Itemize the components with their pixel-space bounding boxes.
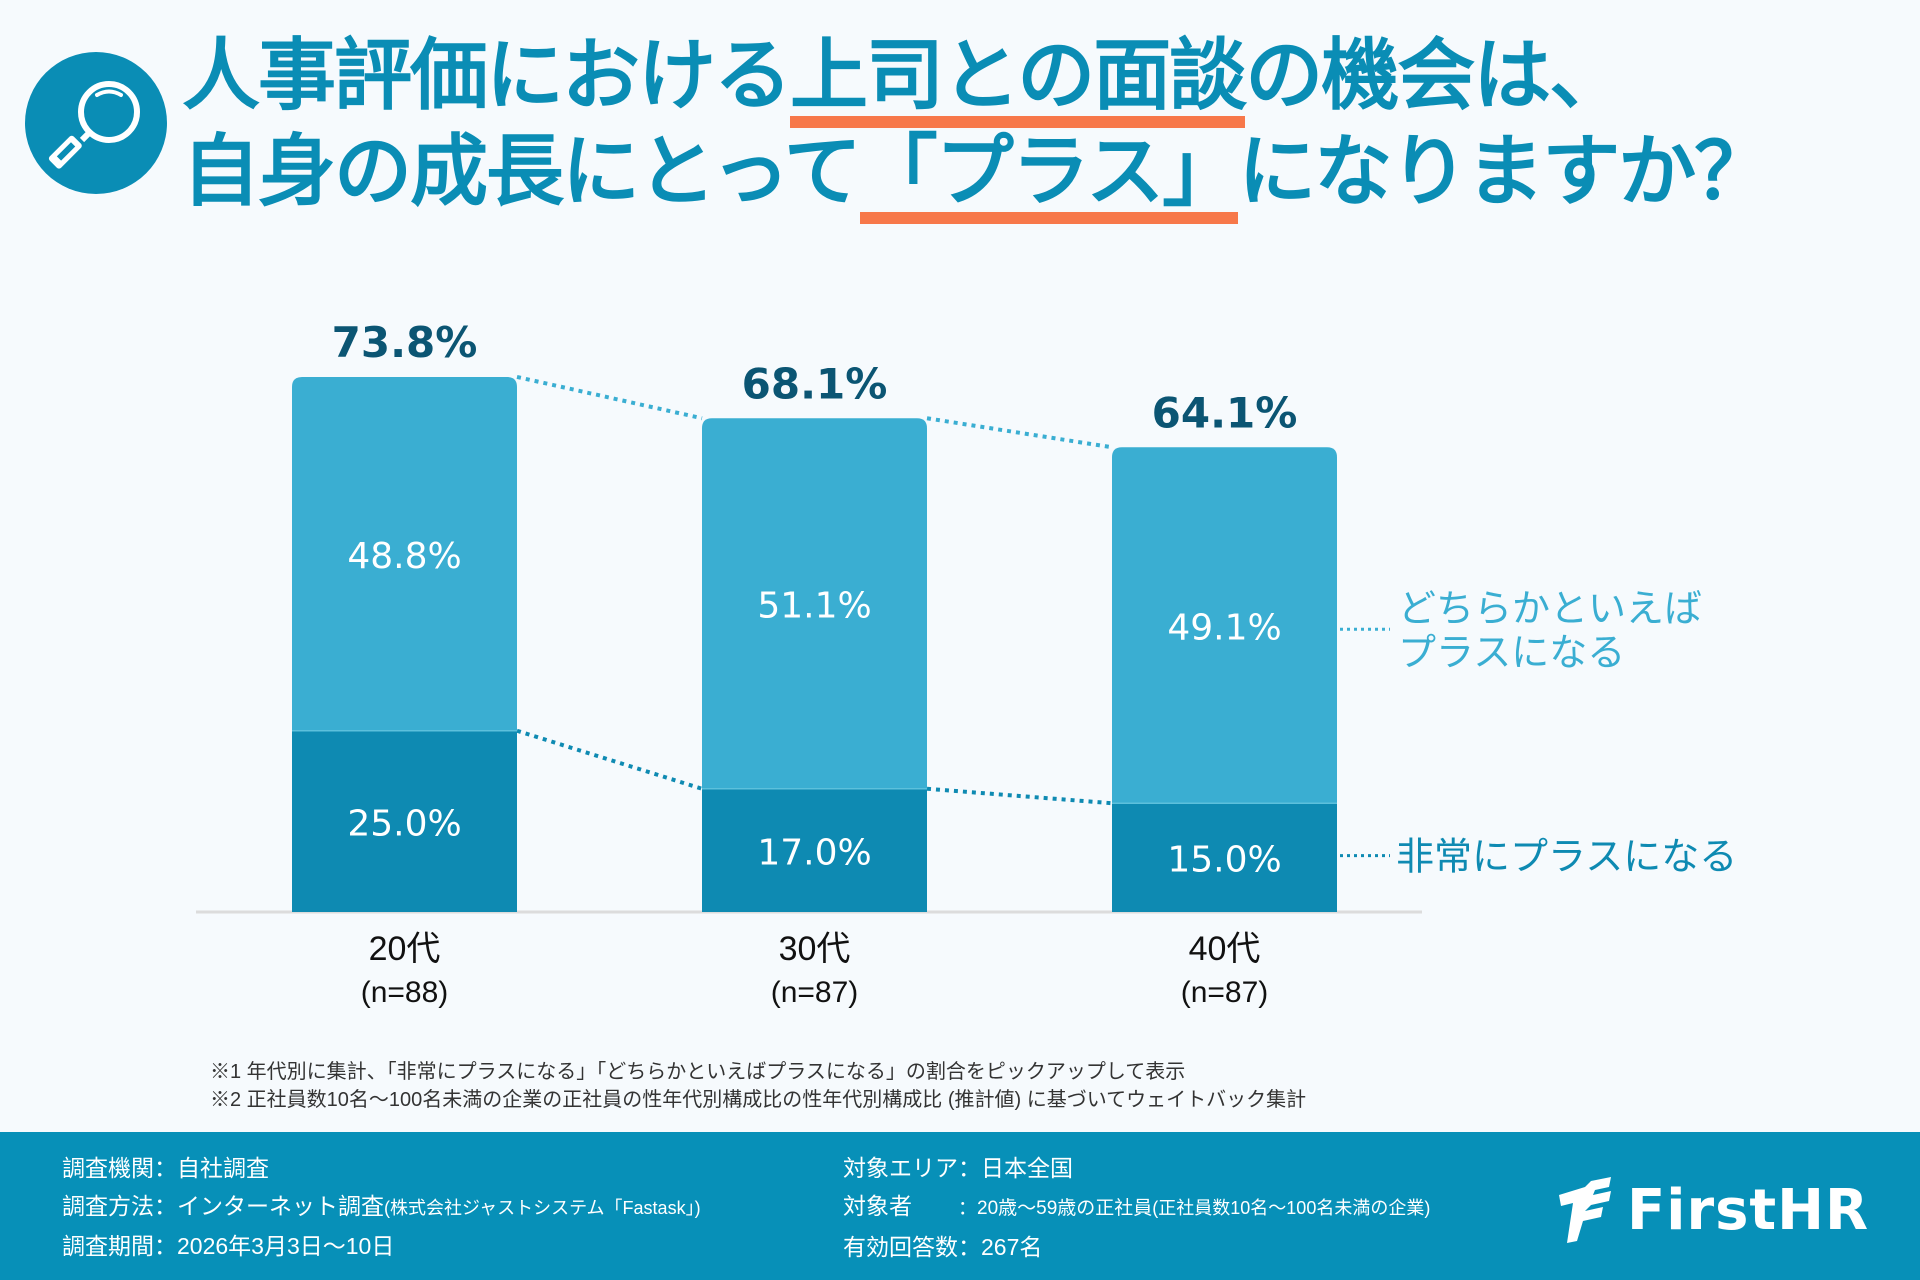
page-title: 人事評価における上司との面談の機会は、 自身の成長にとって「プラス」になりますか… bbox=[182, 28, 1902, 224]
meta-value: 2026年3月3日～10日 bbox=[177, 1233, 395, 1259]
meta-label: 対象者 bbox=[843, 1193, 958, 1219]
bar-segment-somewhat-plus bbox=[292, 376, 517, 731]
legend-label-somewhat-plus: どちらかといえば bbox=[1398, 586, 1702, 630]
footnote: ※1 年代別に集計、「非常にプラスになる」「どちらかといえばプラスになる」の割合… bbox=[210, 1061, 1186, 1083]
value-label-very-plus: 17.0% bbox=[757, 832, 871, 873]
meta-label: 有効回答数： bbox=[843, 1234, 981, 1260]
firsthr-logo: FirstHR bbox=[1555, 1177, 1869, 1243]
meta-row: 調査期間：2026年3月3日～10日 bbox=[62, 1227, 701, 1265]
category-sample-size: (n=87) bbox=[1181, 976, 1269, 1009]
footnote: ※2 正社員数10名～100名未満の企業の正社員の性年代別構成比の性年代別構成比… bbox=[210, 1089, 1307, 1111]
value-label-very-plus: 15.0% bbox=[1167, 840, 1281, 881]
meta-value: 日本全国 bbox=[981, 1155, 1073, 1181]
total-label: 64.1% bbox=[1152, 388, 1298, 437]
meta-row: 対象者 ：20歳～59歳の正社員(正社員数10名～100名未満の企業) bbox=[843, 1187, 1430, 1228]
total-label: 73.8% bbox=[332, 318, 478, 367]
survey-meta-left: 調査機関：自社調査 調査方法：インターネット調査(株式会社ジャストシステム「Fa… bbox=[62, 1149, 701, 1265]
survey-meta-right: 対象エリア：日本全国 対象者 ：20歳～59歳の正社員(正社員数10名～100名… bbox=[843, 1149, 1430, 1266]
title-text: 人事評価における bbox=[182, 31, 792, 121]
meta-note: (正社員数10名～100名未満の企業) bbox=[1152, 1198, 1431, 1218]
title-text: 自身の成長にとって bbox=[182, 127, 862, 217]
title-text: になりますか？ bbox=[1238, 127, 1772, 217]
meta-row: 調査機関：自社調査 bbox=[62, 1149, 701, 1187]
meta-label: 調査期間： bbox=[62, 1233, 177, 1259]
logo-text: FirstHR bbox=[1627, 1177, 1870, 1243]
meta-row: 調査方法：インターネット調査(株式会社ジャストシステム「Fastask」) bbox=[62, 1187, 701, 1227]
bar-segment-somewhat-plus bbox=[702, 418, 927, 789]
total-label: 68.1% bbox=[742, 359, 888, 408]
survey-footer: 調査機関：自社調査 調査方法：インターネット調査(株式会社ジャストシステム「Fa… bbox=[0, 1132, 1920, 1280]
legend-label-somewhat-plus: プラスになる bbox=[1398, 630, 1625, 674]
title-text: の機会は、 bbox=[1245, 31, 1627, 121]
magnifier-icon bbox=[25, 52, 167, 194]
category-sample-size: (n=87) bbox=[771, 976, 859, 1009]
bars bbox=[292, 376, 1337, 912]
meta-value: 自社調査 bbox=[177, 1155, 269, 1181]
bar-labels: 48.8% 25.0% 73.8% 20代 (n=88) 51.1% 17.0% 68.1% 3… bbox=[332, 318, 1298, 1009]
stacked-bar-chart: 48.8% 25.0% 73.8% 20代 (n=88) 51.1% 17.0% 68.1% 3… bbox=[196, 318, 1737, 1009]
meta-value: 267名 bbox=[981, 1234, 1043, 1260]
meta-label: 調査方法： bbox=[62, 1193, 177, 1219]
title-line-2: 自身の成長にとって「プラス」になりますか？ bbox=[182, 124, 1902, 224]
value-label-somewhat-plus: 49.1% bbox=[1167, 607, 1281, 648]
connector-total bbox=[516, 374, 703, 421]
meta-value: インターネット調査 bbox=[177, 1193, 384, 1219]
bar-segment-very-plus bbox=[702, 788, 927, 912]
meta-label: 対象エリア： bbox=[843, 1155, 981, 1181]
category-label: 20代 bbox=[369, 930, 441, 968]
meta-row: 対象エリア：日本全国 bbox=[843, 1149, 1430, 1187]
meta-label: 調査機関： bbox=[62, 1155, 177, 1181]
value-label-very-plus: 25.0% bbox=[347, 803, 461, 844]
category-label: 30代 bbox=[779, 930, 851, 968]
value-label-somewhat-plus: 51.1% bbox=[757, 586, 871, 627]
meta-row: 有効回答数：267名 bbox=[843, 1228, 1430, 1266]
category-sample-size: (n=88) bbox=[361, 976, 449, 1009]
bar-segment-very-plus bbox=[292, 730, 517, 912]
connector-very-plus bbox=[926, 786, 1113, 806]
connector-total bbox=[926, 416, 1113, 450]
connector-lines bbox=[516, 374, 1113, 806]
connector-very-plus bbox=[516, 728, 703, 791]
meta-value: ：20歳～59歳の正社員 bbox=[958, 1198, 1153, 1219]
bar-segment-somewhat-plus bbox=[1112, 447, 1337, 804]
category-label: 40代 bbox=[1189, 930, 1261, 968]
firsthr-logo-mark-icon bbox=[1559, 1177, 1611, 1243]
value-label-somewhat-plus: 48.8% bbox=[347, 536, 461, 577]
meta-note: (株式会社ジャストシステム「Fastask」) bbox=[384, 1198, 701, 1218]
bar-segment-very-plus bbox=[1112, 803, 1337, 912]
footnotes: ※1 年代別に集計、「非常にプラスになる」「どちらかといえばプラスになる」の割合… bbox=[210, 1058, 1306, 1114]
legend-label-very-plus: 非常にプラスになる bbox=[1396, 835, 1737, 879]
